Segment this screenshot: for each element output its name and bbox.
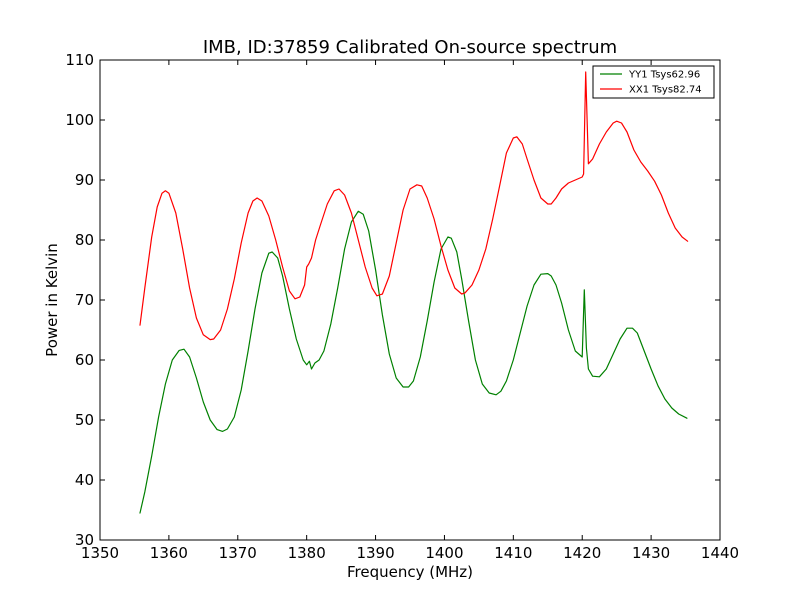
plot-area: 1350 1360 1370 1380 1390 1400 1410 1420 1430 1440… — [65, 51, 739, 562]
legend-box — [592, 65, 715, 99]
y-tick-label: 110 — [65, 51, 94, 69]
x-tick-label: 1360 — [150, 544, 188, 562]
legend-label-yy1: YY1 Tsys62.96 — [628, 70, 700, 81]
y-tick-label: 60 — [75, 351, 94, 369]
plot-frame — [99, 59, 721, 541]
x-tick-label: 1440 — [701, 544, 739, 562]
y-tick-label: 50 — [75, 411, 94, 429]
y-tick-label: 90 — [75, 171, 94, 189]
y-axis-ticks: 30 40 50 60 70 80 90 100 110 — [65, 51, 720, 549]
series-line-yy1 — [139, 210, 688, 514]
y-axis-label: Power in Kelvin — [43, 243, 61, 357]
y-tick-label: 40 — [75, 471, 94, 489]
x-tick-label: 1400 — [425, 544, 463, 562]
x-tick-label: 1420 — [563, 544, 601, 562]
y-tick-label: 30 — [75, 531, 94, 549]
x-tick-label: 1370 — [219, 544, 257, 562]
x-axis-ticks: 1350 1360 1370 1380 1390 1400 1410 1420 1430 1440 — [81, 60, 739, 562]
x-tick-label: 1380 — [288, 544, 326, 562]
x-tick-label: 1410 — [494, 544, 532, 562]
y-tick-label: 70 — [75, 291, 94, 309]
x-tick-label: 1430 — [632, 544, 670, 562]
series-lines — [139, 71, 689, 514]
series-line-xx1 — [139, 71, 689, 341]
legend-label-xx1: XX1 Tsys82.74 — [629, 85, 702, 96]
y-tick-label: 100 — [65, 111, 94, 129]
x-axis-label: Frequency (MHz) — [347, 563, 473, 581]
x-tick-label: 1350 — [81, 544, 119, 562]
legend: YY1 Tsys62.96 XX1 Tsys82.74 — [592, 65, 715, 99]
y-tick-label: 80 — [75, 231, 94, 249]
chart-title: IMB, ID:37859 Calibrated On-source spect… — [203, 37, 617, 58]
x-tick-label: 1390 — [356, 544, 394, 562]
